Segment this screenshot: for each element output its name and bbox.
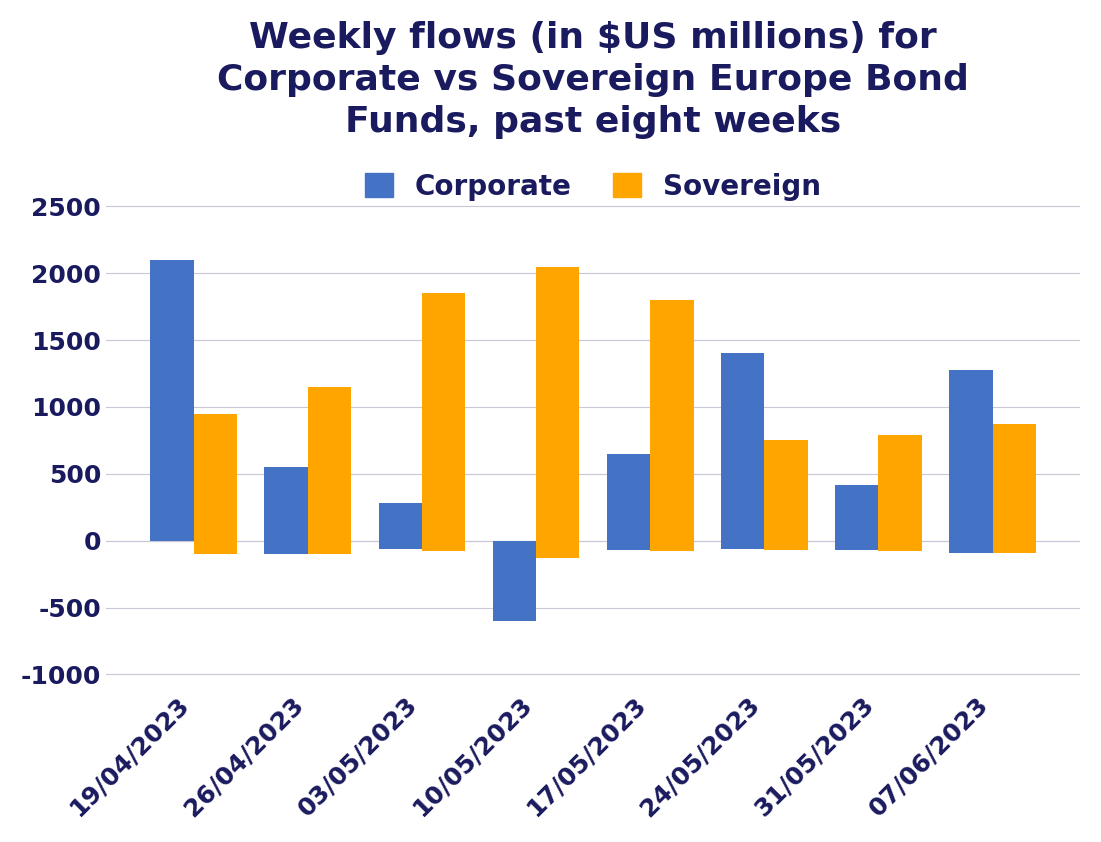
Bar [835, 484, 879, 541]
Bar [949, 541, 992, 552]
Bar [422, 541, 466, 552]
Bar [151, 260, 194, 541]
Bar [264, 467, 308, 541]
Bar [264, 541, 308, 554]
Bar [879, 435, 922, 541]
Bar [764, 541, 808, 550]
Bar [992, 424, 1036, 541]
Bar [651, 300, 694, 541]
Bar [422, 293, 466, 541]
Legend: Corporate, Sovereign: Corporate, Sovereign [353, 162, 832, 211]
Bar [308, 386, 351, 541]
Bar [607, 541, 651, 550]
Bar [651, 541, 694, 552]
Bar [536, 541, 579, 558]
Bar [764, 440, 808, 541]
Bar [379, 504, 422, 541]
Bar [992, 541, 1036, 552]
Bar [194, 413, 237, 541]
Bar [492, 541, 536, 621]
Bar [879, 541, 922, 552]
Bar [949, 370, 992, 541]
Bar [835, 541, 879, 550]
Bar [379, 541, 422, 549]
Bar [607, 454, 651, 541]
Bar [536, 267, 579, 541]
Title: Weekly flows (in $US millions) for
Corporate vs Sovereign Europe Bond
Funds, pas: Weekly flows (in $US millions) for Corpo… [217, 21, 969, 139]
Bar [194, 541, 237, 554]
Bar [721, 541, 764, 549]
Bar [308, 541, 351, 554]
Bar [721, 354, 764, 541]
